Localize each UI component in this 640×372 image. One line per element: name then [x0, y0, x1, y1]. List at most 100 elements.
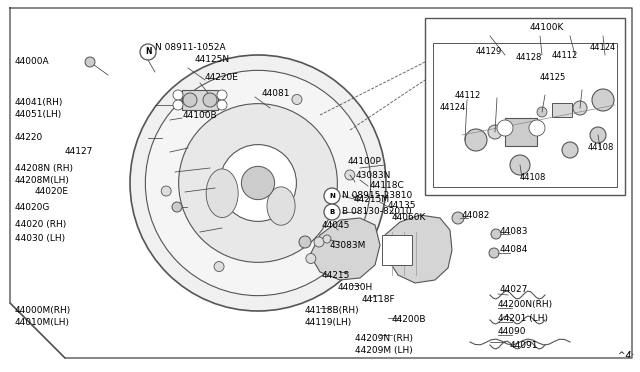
Text: 44220E: 44220E — [205, 74, 239, 83]
Text: 44027: 44027 — [500, 285, 529, 295]
Text: B: B — [330, 209, 335, 215]
Text: 44220: 44220 — [15, 134, 44, 142]
Text: 44020G: 44020G — [15, 202, 51, 212]
Circle shape — [529, 120, 545, 136]
Circle shape — [488, 125, 502, 139]
Text: 44125: 44125 — [540, 74, 566, 83]
Circle shape — [203, 93, 217, 107]
Text: 44010M(LH): 44010M(LH) — [15, 317, 70, 327]
Circle shape — [452, 212, 464, 224]
Text: B 08130-82010: B 08130-82010 — [342, 208, 412, 217]
Circle shape — [324, 188, 340, 204]
Text: 44051(LH): 44051(LH) — [15, 110, 62, 119]
Text: 44100P: 44100P — [348, 157, 382, 167]
Text: 44209N (RH): 44209N (RH) — [355, 334, 413, 343]
Text: 44215: 44215 — [322, 270, 350, 279]
Circle shape — [345, 170, 355, 180]
Circle shape — [489, 248, 499, 258]
Text: N: N — [145, 48, 151, 57]
Text: 44084: 44084 — [500, 246, 529, 254]
Text: 44124: 44124 — [440, 103, 467, 112]
Circle shape — [172, 202, 182, 212]
Text: 44215M: 44215M — [354, 196, 390, 205]
Circle shape — [173, 100, 183, 110]
Circle shape — [314, 237, 324, 247]
Circle shape — [85, 57, 95, 67]
Circle shape — [537, 107, 547, 117]
Circle shape — [306, 253, 316, 263]
Text: 44201 (LH): 44201 (LH) — [498, 314, 548, 323]
Circle shape — [324, 204, 340, 220]
Text: 44200N(RH): 44200N(RH) — [498, 301, 553, 310]
Circle shape — [214, 262, 224, 272]
Circle shape — [145, 70, 371, 296]
Circle shape — [183, 93, 197, 107]
Circle shape — [140, 44, 156, 60]
Circle shape — [161, 186, 171, 196]
Text: 44090: 44090 — [498, 327, 527, 337]
Circle shape — [573, 101, 587, 115]
Text: 44030 (LH): 44030 (LH) — [15, 234, 65, 243]
Text: 44081: 44081 — [262, 89, 291, 97]
Circle shape — [562, 142, 578, 158]
Text: 44125N: 44125N — [195, 55, 230, 64]
Text: 44091: 44091 — [510, 340, 538, 350]
Text: N 08915-23810: N 08915-23810 — [342, 192, 412, 201]
Text: 44129: 44129 — [476, 48, 502, 57]
Text: 44124: 44124 — [590, 44, 616, 52]
Text: 44112: 44112 — [552, 51, 579, 60]
Circle shape — [130, 55, 386, 311]
Ellipse shape — [206, 169, 238, 218]
Circle shape — [173, 90, 183, 100]
Circle shape — [497, 120, 513, 136]
Circle shape — [220, 145, 296, 221]
Text: 44020 (RH): 44020 (RH) — [15, 221, 67, 230]
Text: 44030H: 44030H — [338, 283, 373, 292]
Circle shape — [179, 104, 337, 262]
Text: 44108: 44108 — [520, 173, 547, 183]
Bar — [425, 18, 625, 195]
Circle shape — [590, 127, 606, 143]
Text: N: N — [329, 193, 335, 199]
Text: 44000M(RH): 44000M(RH) — [15, 305, 71, 314]
Text: ^4·  000: ^4· 000 — [618, 350, 640, 359]
Text: 44045: 44045 — [322, 221, 350, 230]
Circle shape — [465, 129, 487, 151]
Circle shape — [491, 229, 501, 239]
Text: 44128: 44128 — [516, 54, 542, 62]
Text: 44100B: 44100B — [183, 110, 218, 119]
Bar — [433, 43, 617, 187]
Text: 44119(LH): 44119(LH) — [305, 317, 352, 327]
Circle shape — [292, 94, 302, 105]
Circle shape — [217, 100, 227, 110]
Ellipse shape — [267, 187, 295, 225]
Bar — [382, 235, 412, 265]
Text: 44000A: 44000A — [15, 58, 50, 67]
Bar — [182, 90, 218, 110]
Text: 44208M(LH): 44208M(LH) — [15, 176, 70, 185]
Text: 43083N: 43083N — [356, 170, 392, 180]
Polygon shape — [310, 218, 380, 280]
Bar — [505, 118, 537, 146]
Circle shape — [241, 166, 275, 200]
Circle shape — [299, 236, 311, 248]
Text: 43083M: 43083M — [330, 241, 366, 250]
Text: 44041(RH): 44041(RH) — [15, 99, 63, 108]
Bar — [552, 103, 572, 117]
Text: 44100K: 44100K — [530, 23, 564, 32]
Text: 44082: 44082 — [462, 211, 490, 219]
Text: 44083: 44083 — [500, 228, 529, 237]
Circle shape — [592, 89, 614, 111]
Text: 44060K: 44060K — [392, 214, 426, 222]
Text: 44118F: 44118F — [362, 295, 396, 305]
Text: 44208N (RH): 44208N (RH) — [15, 164, 73, 173]
Text: 44209M (LH): 44209M (LH) — [355, 346, 413, 355]
Circle shape — [217, 90, 227, 100]
Text: 44020E: 44020E — [35, 187, 69, 196]
Polygon shape — [385, 215, 452, 283]
Text: 44112: 44112 — [455, 90, 481, 99]
Text: 44118C: 44118C — [370, 180, 404, 189]
Text: N 08911-1052A: N 08911-1052A — [155, 44, 226, 52]
Text: 44135: 44135 — [388, 201, 417, 209]
Text: 44127: 44127 — [65, 148, 93, 157]
